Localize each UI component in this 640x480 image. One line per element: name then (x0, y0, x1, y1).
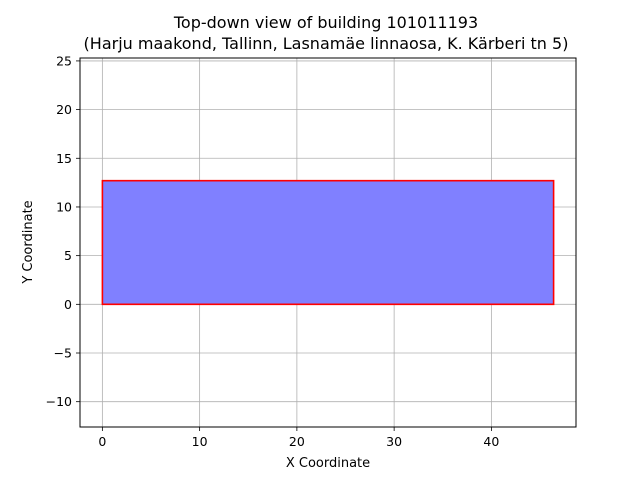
data-layer (101, 179, 555, 306)
y-tick-label: 10 (56, 199, 72, 214)
y-tick-label: 5 (64, 248, 72, 263)
x-tick-label: 20 (289, 434, 305, 449)
x-axis-label: X Coordinate (286, 456, 370, 471)
plot-frame (79, 57, 577, 428)
y-tick-label: 15 (56, 151, 72, 166)
x-tick-label: 40 (483, 434, 499, 449)
y-tick-label: −10 (46, 394, 72, 409)
x-tick-label: 0 (98, 434, 106, 449)
y-tick-label: 0 (64, 297, 72, 312)
y-axis-label: Y Coordinate (21, 200, 36, 284)
axis-ticks: 0 10 20 30 40 −10 −5 0 5 10 15 20 25 (46, 53, 500, 449)
x-tick-label: 10 (192, 434, 208, 449)
y-tick-label: −5 (54, 346, 72, 361)
y-tick-label: 20 (56, 102, 72, 117)
building-footprint-polygon (101, 179, 555, 306)
y-tick-label: 25 (56, 53, 72, 68)
chart-title: Top-down view of building 101011193 (173, 13, 478, 32)
chart-subtitle: (Harju maakond, Tallinn, Lasnamäe linnao… (84, 34, 569, 53)
x-tick-label: 30 (386, 434, 402, 449)
